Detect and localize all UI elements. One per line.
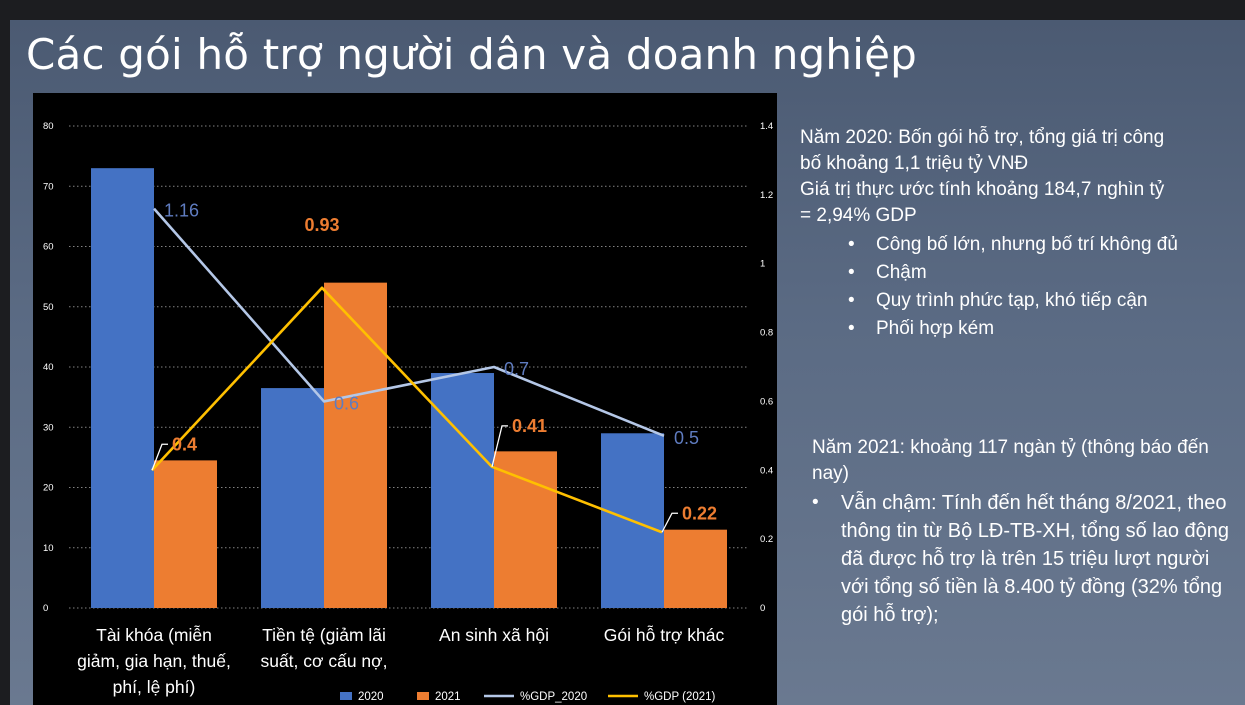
y-right-tick-label: 0.2 bbox=[760, 534, 773, 545]
legend-label: 2021 bbox=[435, 691, 461, 703]
data-label-leader bbox=[661, 512, 678, 533]
notes-2020-bullets: Công bố lớn, nhưng bố trí không đủ Chậm … bbox=[800, 231, 1245, 343]
notes-2020-line: Giá trị thực ước tính khoảng 184,7 nghìn… bbox=[800, 179, 1165, 200]
y-right-tick-label: 0 bbox=[760, 603, 765, 614]
data-label-gdp-2020: 1.16 bbox=[164, 201, 199, 221]
chart-container: 0 10 20 30 40 50 60 70 80 0 0.2 0.4 0.6 0.8 1 1.2 1.4 1.1… bbox=[33, 93, 777, 705]
y-left-tick-label: 50 bbox=[43, 302, 54, 313]
data-label-gdp-2021: 0.93 bbox=[304, 215, 339, 235]
line--GDP-2020 bbox=[153, 207, 665, 438]
category-label: giảm, gia hạn, thuế, bbox=[77, 651, 231, 671]
y-left-tick-label: 40 bbox=[43, 362, 54, 373]
legend-label: 2020 bbox=[358, 691, 384, 703]
y-right-tick-label: 1.2 bbox=[760, 190, 773, 201]
bar-2020 bbox=[91, 168, 154, 609]
bar-2021 bbox=[154, 460, 217, 608]
data-label-leader bbox=[151, 443, 168, 471]
notes-2020-bullet: Phối hợp kém bbox=[848, 315, 1245, 343]
y-right-tick-label: 0.4 bbox=[760, 465, 773, 476]
y-left-tick-label: 80 bbox=[43, 121, 54, 132]
bar-2021 bbox=[494, 451, 557, 608]
y-left-tick-label: 70 bbox=[43, 181, 54, 192]
notes-2020-line: Năm 2020: Bốn gói hỗ trợ, tổng giá trị c… bbox=[800, 127, 1165, 148]
data-label-gdp-2020: 0.6 bbox=[334, 393, 359, 413]
notes-2020-line: bố khoảng 1,1 triệu tỷ VNĐ bbox=[800, 153, 1029, 174]
legend-swatch bbox=[340, 692, 352, 700]
data-label-gdp-2021: 0.22 bbox=[682, 503, 717, 523]
y-left-tick-label: 10 bbox=[43, 543, 54, 554]
slide-title: Các gói hỗ trợ người dân và doanh nghiệp bbox=[26, 30, 918, 79]
combo-chart: 0 10 20 30 40 50 60 70 80 0 0.2 0.4 0.6 0.8 1 1.2 1.4 1.1… bbox=[43, 121, 773, 703]
data-label-leader bbox=[491, 425, 508, 467]
line--GDP-2021- bbox=[151, 286, 663, 534]
y-right-tick-label: 1 bbox=[760, 259, 765, 270]
y-left-tick-label: 60 bbox=[43, 242, 54, 253]
y-left-tick-label: 0 bbox=[43, 603, 48, 614]
y-right-tick-label: 1.4 bbox=[760, 121, 773, 132]
category-label: Tài khóa (miễn bbox=[96, 624, 212, 645]
category-label: phí, lệ phí) bbox=[113, 677, 196, 697]
data-label-gdp-2021: 0.41 bbox=[512, 416, 547, 436]
bar-2020 bbox=[261, 388, 324, 608]
notes-2021-bullets: Vẫn chậm: Tính đến hết tháng 8/2021, the… bbox=[812, 489, 1242, 629]
notes-2020-bullet: Quy trình phức tạp, khó tiếp cận bbox=[848, 287, 1245, 315]
notes-2021: Năm 2021: khoảng 117 ngàn tỷ (thông báo … bbox=[812, 435, 1242, 629]
y-right-tick-label: 0.6 bbox=[760, 396, 773, 407]
notes-2020-bullet: Công bố lớn, nhưng bố trí không đủ bbox=[848, 231, 1245, 259]
legend-label: %GDP_2020 bbox=[520, 691, 587, 703]
slide: Các gói hỗ trợ người dân và doanh nghiệp… bbox=[10, 20, 1245, 705]
bar-2021 bbox=[324, 282, 387, 608]
notes-2021-head: Năm 2021: khoảng 117 ngàn tỷ (thông báo … bbox=[812, 437, 1209, 484]
legend-swatch bbox=[417, 692, 429, 700]
y-left-tick-label: 20 bbox=[43, 483, 54, 494]
bar-2020 bbox=[431, 373, 494, 608]
category-label: Tiền tệ (giảm lãi bbox=[262, 625, 386, 645]
notes-2020-bullet: Chậm bbox=[848, 259, 1245, 287]
notes-2021-bullet: Vẫn chậm: Tính đến hết tháng 8/2021, the… bbox=[812, 489, 1242, 629]
category-label: Gói hỗ trợ khác bbox=[604, 624, 725, 645]
data-label-gdp-2020: 0.7 bbox=[504, 359, 529, 379]
data-label-gdp-2021: 0.4 bbox=[172, 434, 197, 454]
bar-2021 bbox=[664, 529, 727, 608]
notes-2020-line: = 2,94% GDP bbox=[800, 205, 917, 226]
y-left-tick-label: 30 bbox=[43, 422, 54, 433]
y-right-tick-label: 0.8 bbox=[760, 328, 773, 339]
notes-2020: Năm 2020: Bốn gói hỗ trợ, tổng giá trị c… bbox=[800, 125, 1245, 343]
category-label: An sinh xã hội bbox=[439, 625, 549, 645]
legend-label: %GDP (2021) bbox=[644, 691, 716, 703]
data-label-gdp-2020: 0.5 bbox=[674, 428, 699, 448]
category-label: suất, cơ cấu nợ, bbox=[260, 651, 387, 671]
